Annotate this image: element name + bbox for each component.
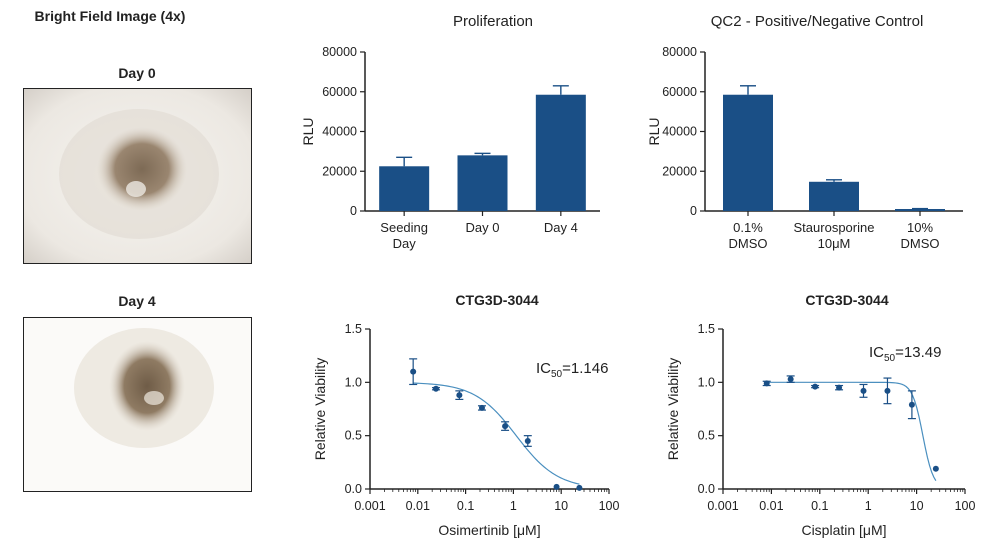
cisplatin-dose-response-chart: CTG3D-3044 0.0 0.5 1.0 1.5 0.001 0.01 0.1 1 10 100… <box>665 292 976 538</box>
data-point <box>908 401 915 408</box>
data-point <box>553 483 560 490</box>
data-point <box>763 380 770 387</box>
x-axis-label: Cisplatin [μM] <box>801 522 886 538</box>
y-tick-label: 60000 <box>322 85 357 99</box>
day0-image <box>23 88 252 264</box>
chart-title: Proliferation <box>453 13 533 30</box>
y-tick-label: 0.5 <box>698 429 715 443</box>
data-point <box>576 484 583 491</box>
data-point <box>884 387 891 394</box>
data-point <box>478 404 485 411</box>
ic50-annotation: IC50=13.49 <box>869 344 941 364</box>
x-tick-label: 10 <box>910 499 924 513</box>
data-point <box>524 438 531 444</box>
x-tick-label: Staurosporine <box>794 220 875 235</box>
osimertinib-dose-response-chart: CTG3D-3044 0.0 0.5 1.0 1.5 0.001 0.01 0.1 1 10 100… <box>312 292 620 538</box>
bar <box>895 209 945 211</box>
day0-label: Day 0 <box>118 65 156 81</box>
day4-image <box>23 317 252 492</box>
y-axis-label: Relative Viability <box>312 358 328 460</box>
bright-field-title: Bright Field Image (4x) <box>34 8 186 24</box>
x-tick-label: 100 <box>955 499 976 513</box>
x-tick-label: 10μM <box>818 236 851 251</box>
y-tick-label: 1.0 <box>345 375 362 389</box>
data-point <box>456 392 463 399</box>
y-tick-label: 20000 <box>322 164 357 178</box>
y-tick-label: 1.0 <box>698 375 715 389</box>
x-tick-label: Day <box>393 236 417 251</box>
x-tick-label: 0.1% <box>733 220 763 235</box>
x-tick-label: Day 0 <box>466 220 500 235</box>
y-tick-label: 80000 <box>662 45 697 59</box>
y-axis-label: RLU <box>646 117 662 145</box>
x-tick-label: 10% <box>907 220 933 235</box>
chart-title: QC2 - Positive/Negative Control <box>711 13 924 30</box>
y-tick-label: 40000 <box>662 125 697 139</box>
x-tick-label: 0.1 <box>811 499 828 513</box>
x-tick-label: 0.01 <box>759 499 783 513</box>
x-tick-label: 0.001 <box>354 499 385 513</box>
fit-curve <box>766 381 937 481</box>
x-tick-label: DMSO <box>901 236 940 251</box>
y-axis-label: Relative Viability <box>665 358 681 460</box>
x-tick-label: 100 <box>599 499 620 513</box>
day4-label: Day 4 <box>118 293 156 309</box>
bar <box>535 94 586 211</box>
fit-curve <box>413 382 580 485</box>
x-tick-label: 1 <box>865 499 872 513</box>
y-tick-label: 0.0 <box>698 482 715 496</box>
y-tick-label: 1.5 <box>698 322 715 336</box>
y-tick-label: 60000 <box>662 85 697 99</box>
y-tick-label: 80000 <box>322 45 357 59</box>
data-point <box>502 423 509 430</box>
y-tick-label: 0.0 <box>345 482 362 496</box>
bar <box>723 94 773 211</box>
chart-title: CTG3D-3044 <box>455 292 538 308</box>
x-tick-label: 0.001 <box>707 499 738 513</box>
x-tick-label: Day 4 <box>544 220 578 235</box>
data-point <box>932 465 939 472</box>
x-tick-label: 0.01 <box>406 499 430 513</box>
data-point <box>787 376 794 383</box>
data-point <box>836 384 843 391</box>
data-point <box>410 368 417 375</box>
y-tick-label: 0 <box>690 204 697 218</box>
bar <box>809 181 859 211</box>
qc2-control-chart: QC2 - Positive/Negative Control 0 20000 400… <box>646 13 963 251</box>
x-tick-label: 0.1 <box>457 499 474 513</box>
proliferation-chart: Proliferation 0 20000 40000 60000 80000 RLU See… <box>300 13 600 251</box>
y-tick-label: 40000 <box>322 125 357 139</box>
x-tick-label: 1 <box>510 499 517 513</box>
y-tick-label: 0 <box>350 204 357 218</box>
y-tick-label: 1.5 <box>345 322 362 336</box>
y-tick-label: 0.5 <box>345 429 362 443</box>
bar <box>457 155 508 211</box>
y-axis-label: RLU <box>300 117 316 145</box>
data-point <box>432 385 439 392</box>
ic50-annotation: IC50=1.146 <box>536 360 608 380</box>
x-tick-label: 10 <box>554 499 568 513</box>
x-axis-label: Osimertinib [μM] <box>438 522 540 538</box>
y-tick-label: 20000 <box>662 164 697 178</box>
x-tick-label: DMSO <box>729 236 768 251</box>
bar <box>379 166 430 211</box>
data-point <box>860 387 867 394</box>
x-tick-label: Seeding <box>380 220 428 235</box>
data-point <box>812 383 819 390</box>
chart-title: CTG3D-3044 <box>805 292 888 308</box>
